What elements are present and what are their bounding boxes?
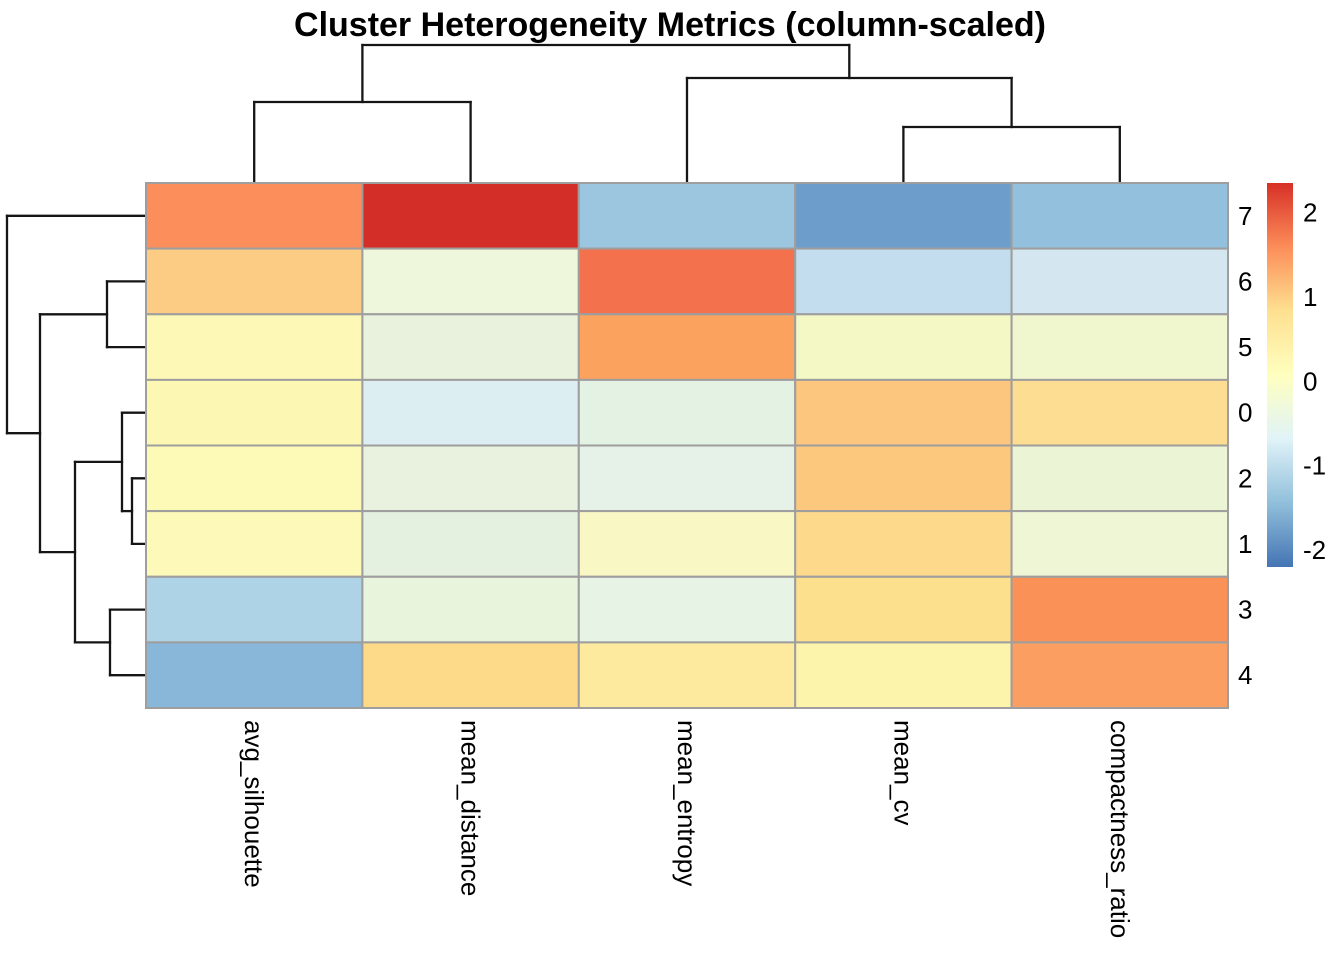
heatmap-cell [145, 575, 364, 644]
heatmap-cell [145, 510, 364, 578]
legend-tick-label: 0 [1303, 366, 1317, 396]
heatmap-cell [361, 378, 580, 447]
heatmap-cell [577, 444, 797, 513]
heatmap-cell [577, 247, 797, 316]
row-label: 2 [1238, 463, 1252, 493]
heatmap-cell [361, 641, 580, 710]
chart-title: Cluster Heterogeneity Metrics (column-sc… [294, 6, 1046, 44]
column-label: mean_entropy [672, 720, 702, 886]
row-label: 0 [1238, 398, 1252, 428]
heatmap-cell [577, 510, 797, 578]
heatmap-cell [794, 247, 1013, 316]
heatmap-cell [794, 313, 1013, 381]
row-labels: 7 6 5 0 2 1 3 4 [1238, 201, 1252, 690]
legend-tick-label: -2 [1303, 535, 1326, 565]
heatmap-cell [145, 182, 364, 250]
heatmap-cell [1010, 510, 1229, 578]
heatmap-cell [794, 641, 1013, 710]
heatmap-cell [361, 247, 580, 316]
heatmap-cell [145, 378, 364, 447]
column-label: compactness_ratio [1105, 720, 1135, 938]
heatmap-cell [1010, 641, 1229, 710]
heatmap-cell [577, 313, 797, 381]
row-label: 3 [1238, 595, 1252, 625]
heatmap-cell [1010, 444, 1229, 513]
heatmap-cell [1010, 313, 1229, 381]
legend-tick-label: -1 [1303, 451, 1326, 481]
heatmap-cell [145, 313, 364, 381]
column-label: mean_cv [888, 720, 918, 826]
row-label: 5 [1238, 332, 1252, 362]
heatmap-cell [794, 510, 1013, 578]
heatmap-cell [577, 575, 797, 644]
heatmap-cell [1010, 247, 1229, 316]
row-label: 6 [1238, 266, 1252, 296]
heatmap-cell [577, 378, 797, 447]
heatmap-cell [794, 575, 1013, 644]
heatmap-cell [1010, 575, 1229, 644]
row-label: 4 [1238, 660, 1252, 690]
heatmap-cell [361, 575, 580, 644]
legend-tick-label: 1 [1303, 282, 1317, 312]
heatmap-cell [145, 247, 364, 316]
legend-tick-label: 2 [1303, 198, 1317, 228]
column-dendrogram [253, 43, 1121, 185]
heatmap-cell [1010, 182, 1229, 250]
row-dendrogram [5, 214, 148, 677]
column-label: avg_silhouette [239, 720, 269, 888]
heatmap-cell [361, 510, 580, 578]
heatmap-cell [577, 641, 797, 710]
heatmap-cell [145, 444, 364, 513]
column-label: mean_distance [456, 720, 486, 896]
row-label: 7 [1238, 201, 1252, 231]
heatmap-cell [361, 313, 580, 381]
heatmap-cell [794, 444, 1013, 513]
heatmap-cell [794, 182, 1013, 250]
heatmap-cell [794, 378, 1013, 447]
heatmap-cell [577, 182, 797, 250]
heatmap-cell [361, 444, 580, 513]
heatmap-cell [1010, 378, 1229, 447]
legend-gradient-bar [1267, 183, 1293, 567]
heatmap-grid [145, 182, 1229, 710]
heatmap-cell [145, 641, 364, 710]
column-labels: avg_silhouette mean_distance mean_entropy m… [239, 720, 1135, 938]
legend-colorbar: 2 1 0 -1 -2 [1267, 183, 1326, 567]
heatmap-cell [361, 182, 580, 250]
row-label: 1 [1238, 529, 1252, 559]
